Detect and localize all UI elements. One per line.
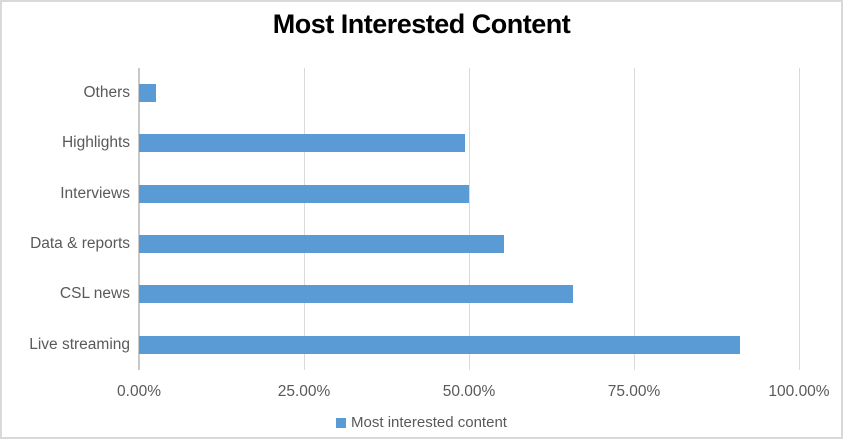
category-label-data-reports: Data & reports <box>30 235 130 253</box>
legend-swatch-icon <box>336 417 347 428</box>
bar-track-data-reports <box>139 235 799 254</box>
bar-track-csl-news <box>139 285 799 304</box>
bar-track-live-streaming <box>139 335 799 354</box>
legend-label: Most interested content <box>351 414 507 431</box>
category-label-live-streaming: Live streaming <box>29 335 130 353</box>
y-axis-line <box>138 68 140 370</box>
gridline-50 <box>468 68 470 370</box>
legend: Most interested content <box>2 414 841 431</box>
gridline-75 <box>633 68 635 370</box>
bar-data-reports <box>139 235 504 254</box>
chart-row-csl-news: CSL news <box>2 269 799 319</box>
chart-row-others: Others <box>2 68 799 118</box>
x-tick-label-25: 25.00% <box>277 383 331 400</box>
bar-highlights <box>139 134 466 153</box>
bar-csl-news <box>139 285 574 304</box>
x-tick-label-75: 75.00% <box>607 383 661 400</box>
x-tick-label-100: 100.00% <box>768 383 830 400</box>
bar-track-others <box>139 84 799 103</box>
chart-row-data-reports: Data & reports <box>2 219 799 269</box>
plot-area <box>138 68 800 370</box>
chart-row-live-streaming: Live streaming <box>2 320 799 370</box>
x-tick-label-0: 0.00% <box>117 383 161 400</box>
bar-track-highlights <box>139 134 799 153</box>
category-label-interviews: Interviews <box>60 184 130 202</box>
x-tick-label-50: 50.00% <box>442 383 496 400</box>
category-label-highlights: Highlights <box>61 134 130 152</box>
bar-interviews <box>139 184 469 203</box>
bar-live-streaming <box>139 335 741 354</box>
chart-row-interviews: Interviews <box>2 169 799 219</box>
bar-others <box>139 84 156 103</box>
category-label-others: Others <box>83 84 130 102</box>
gridline-100 <box>798 68 800 370</box>
bar-track-interviews <box>139 184 799 203</box>
chart-title: Most Interested Content <box>272 9 571 39</box>
x-axis: 0.00% 25.00% 50.00% 75.00% 100.00% <box>117 383 830 403</box>
chart-rows: Others Highlights Interviews Data & reports… <box>2 68 799 370</box>
category-label-csl-news: CSL news <box>59 285 130 303</box>
gridline-25 <box>303 68 305 370</box>
chart-row-highlights: Highlights <box>2 118 799 168</box>
